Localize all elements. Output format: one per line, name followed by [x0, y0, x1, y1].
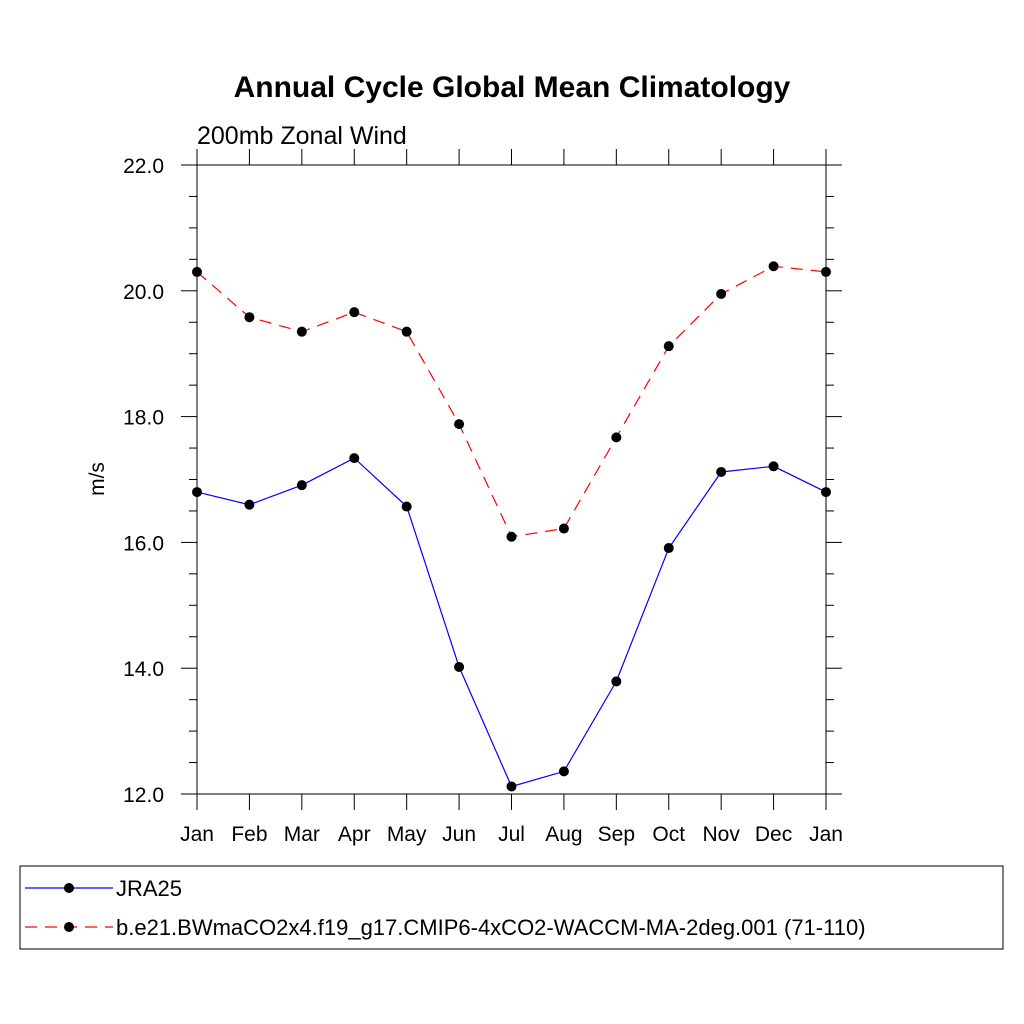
series-2-point	[349, 307, 360, 318]
legend-label-1: JRA25	[116, 876, 182, 901]
legend-box	[19, 865, 1004, 950]
x-tick-label: Jan	[809, 823, 843, 846]
series-1-point	[454, 661, 465, 672]
series-1-point	[716, 466, 727, 477]
y-tick-label: 12.0	[123, 784, 164, 807]
y-tick-label: 18.0	[123, 407, 164, 430]
series-2-point	[611, 432, 622, 443]
series-1-point	[768, 461, 779, 472]
x-tick-label: Jan	[180, 823, 214, 846]
y-tick-label: 14.0	[123, 658, 164, 681]
x-tick-label: Apr	[338, 823, 371, 846]
series-2-point	[663, 341, 674, 352]
y-tick-label: 22.0	[123, 155, 164, 178]
x-tick-label: Feb	[231, 823, 267, 846]
y-tick-label: 20.0	[123, 281, 164, 304]
chart-subtitle: 200mb Zonal Wind	[197, 122, 407, 150]
series-2-point	[244, 312, 255, 323]
series-2-point	[296, 326, 307, 337]
x-tick-label: Aug	[545, 823, 582, 846]
x-tick-label: Jun	[442, 823, 476, 846]
series-1-point	[821, 487, 831, 498]
legend-label-2: b.e21.BWmaCO2x4.f19_g17.CMIP6-4xCO2-WACC…	[116, 915, 866, 940]
x-tick-label: Jul	[498, 823, 525, 846]
series-line-2	[196, 265, 827, 538]
legend-marker-2	[64, 922, 74, 932]
plot-frame	[196, 164, 827, 795]
series-line-1	[196, 457, 827, 788]
series-2-point	[192, 266, 202, 277]
legend: JRA25 b.e21.BWmaCO2x4.f19_g17.CMIP6-4xCO2…	[25, 876, 866, 940]
series-1-point	[663, 543, 674, 554]
x-tick-label: Mar	[284, 823, 320, 846]
series-1-point	[192, 487, 202, 498]
axis-ticks	[181, 149, 842, 810]
y-tick-label: 16.0	[123, 532, 164, 555]
series-2-point	[506, 531, 517, 542]
y-axis-label: m/s	[86, 462, 109, 496]
series-1-point	[611, 676, 622, 687]
legend-marker-1	[64, 883, 74, 893]
series-2-point	[558, 523, 569, 534]
series-2-point	[716, 288, 727, 299]
series-layer	[192, 261, 831, 792]
chart-title: Annual Cycle Global Mean Climatology	[234, 71, 791, 104]
x-tick-label: May	[387, 823, 427, 846]
series-1-point	[506, 781, 517, 792]
series-1-point	[349, 453, 360, 464]
x-tick-label: Sep	[598, 823, 635, 846]
series-1-point	[558, 766, 569, 777]
x-tick-label: Oct	[652, 823, 685, 846]
series-1-point	[296, 480, 307, 491]
series-2-point	[454, 419, 465, 430]
series-2-point	[401, 326, 412, 337]
x-tick-labels: Jan Feb Mar Apr May Jun Jul Aug Sep Oct Nov Dec Jan	[180, 823, 843, 846]
series-1-point	[401, 501, 412, 512]
y-tick-labels: 12.0 14.0 16.0 18.0 20.0 22.0	[123, 155, 164, 807]
series-2-point	[768, 261, 779, 272]
series-1-point	[244, 499, 255, 510]
x-tick-label: Dec	[755, 823, 792, 846]
series-2-point	[821, 266, 831, 277]
x-tick-label: Nov	[702, 823, 740, 846]
